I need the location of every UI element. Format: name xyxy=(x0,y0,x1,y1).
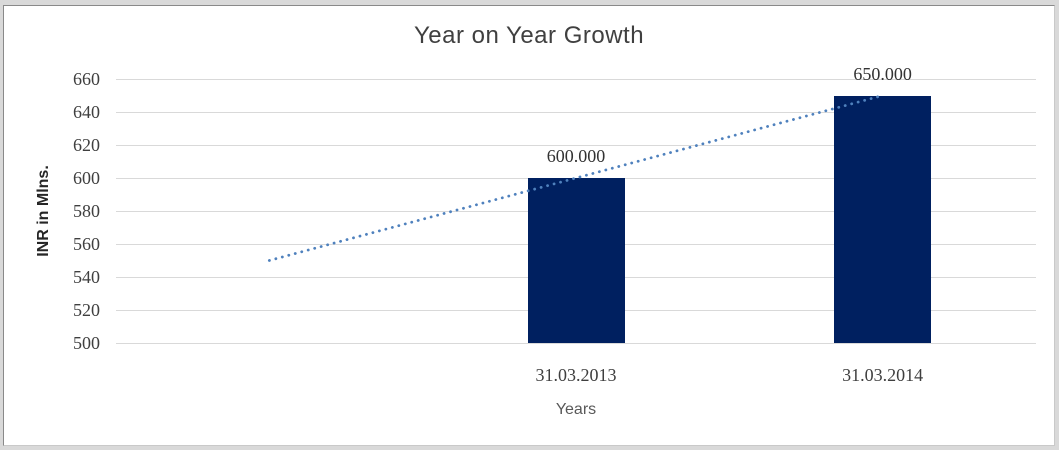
y-tick-label: 620 xyxy=(73,135,100,155)
chart-title: Year on Year Growth xyxy=(413,22,645,49)
bar-data-label: 600.000 xyxy=(546,146,606,166)
y-tick-label: 500 xyxy=(73,333,100,353)
y-tick-label: 580 xyxy=(73,201,100,221)
x-category-label: 31.03.2014 xyxy=(842,365,924,385)
gridline xyxy=(116,343,1036,344)
y-tick-label: 600 xyxy=(73,168,100,188)
y-tick-label: 520 xyxy=(73,300,100,320)
bar-data-label: 650.000 xyxy=(853,63,912,84)
y-tick-label: 640 xyxy=(73,102,100,122)
gridline xyxy=(116,79,1036,80)
y-tick-label: 540 xyxy=(73,267,100,287)
chart-canvas: Year on Year Growth INR in Mlns. Years 6… xyxy=(3,5,1055,446)
x-axis-title: Years xyxy=(555,401,597,418)
y-tick-label: 560 xyxy=(73,234,100,254)
x-category-label: 31.03.2013 xyxy=(535,365,617,385)
bar xyxy=(527,178,625,343)
y-tick-label: 660 xyxy=(73,69,100,89)
bar xyxy=(834,95,932,343)
